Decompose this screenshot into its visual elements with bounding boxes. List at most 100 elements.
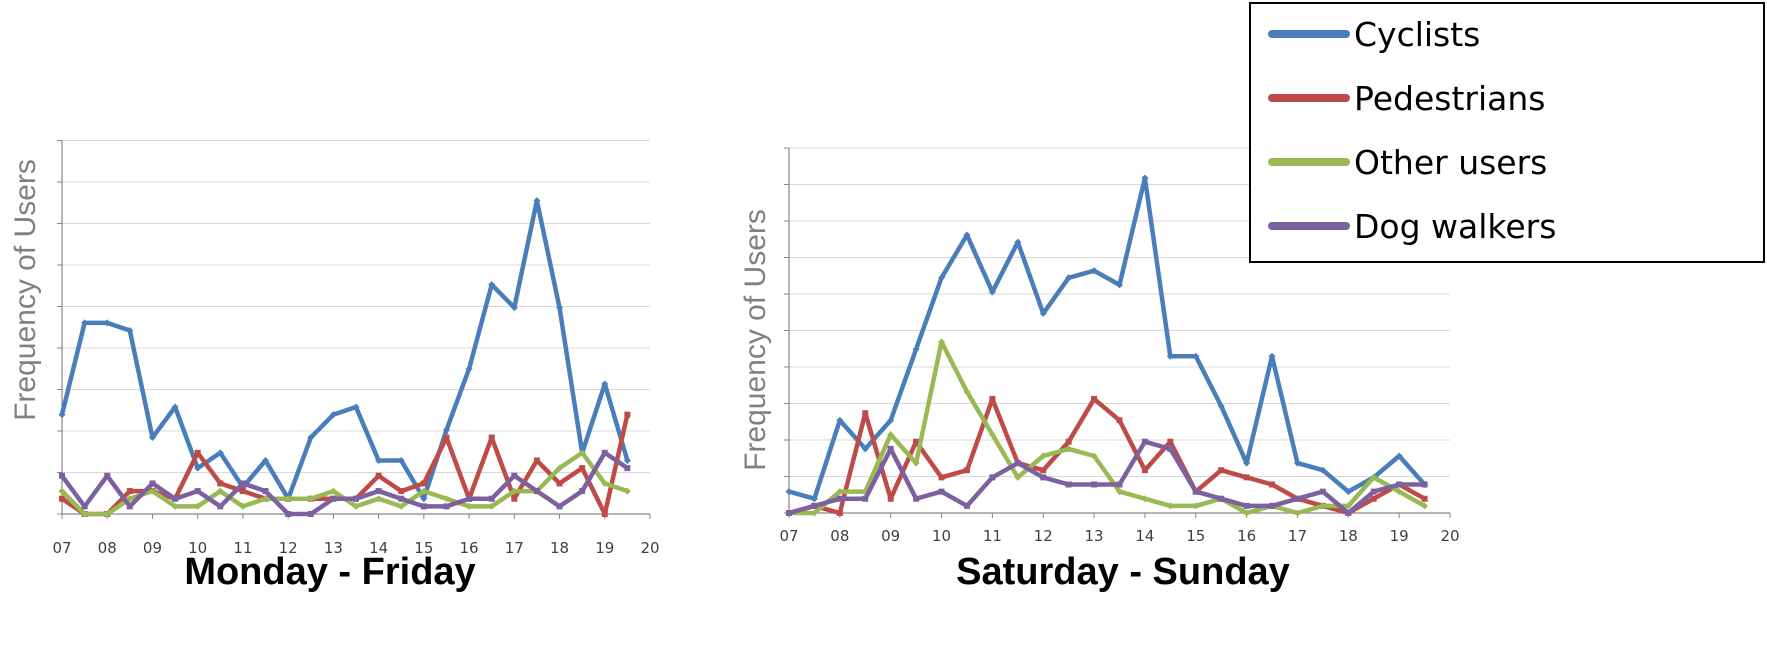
left-point-pedestrians	[489, 435, 495, 441]
right-point-dog-walkers	[1244, 503, 1250, 509]
right-x-tick-label-18: 18	[1339, 527, 1358, 545]
left-point-dog-walkers	[82, 503, 88, 509]
right-x-tick-label-16: 16	[1237, 527, 1256, 545]
right-point-dog-walkers	[989, 474, 995, 480]
left-point-dog-walkers	[217, 503, 223, 509]
left-x-tick-label-18: 18	[550, 539, 569, 557]
right-x-tick-label-13: 13	[1085, 527, 1104, 545]
right-point-pedestrians	[1269, 481, 1275, 487]
right-point-pedestrians	[1422, 496, 1428, 502]
right-point-dog-walkers	[1193, 489, 1199, 495]
right-point-dog-walkers	[837, 496, 843, 502]
left-point-dog-walkers	[443, 503, 449, 509]
left-point-dog-walkers	[127, 503, 133, 509]
left-x-tick-label-19: 19	[595, 539, 614, 557]
left-point-dog-walkers	[534, 488, 540, 494]
legend-label-other-users: Other users	[1354, 143, 1547, 182]
right-point-dog-walkers	[862, 496, 868, 502]
left-point-dog-walkers	[421, 503, 427, 509]
right-point-pedestrians	[1371, 496, 1377, 502]
left-point-pedestrians	[398, 488, 404, 494]
right-point-dog-walkers	[811, 503, 817, 509]
right-point-pedestrians	[1167, 439, 1173, 445]
right-point-dog-walkers	[1345, 510, 1351, 516]
legend-label-cyclists: Cyclists	[1354, 15, 1480, 54]
right-x-tick-label-14: 14	[1135, 527, 1154, 545]
right-x-tick-label-20: 20	[1440, 527, 1459, 545]
left-y-axis-label: Frequency of Users	[9, 159, 42, 421]
left-point-dog-walkers	[511, 473, 517, 479]
left-point-dog-walkers	[466, 496, 472, 502]
left-point-pedestrians	[557, 480, 563, 486]
right-point-dog-walkers	[913, 496, 919, 502]
right-point-pedestrians	[964, 467, 970, 473]
left-point-dog-walkers	[398, 496, 404, 502]
right-point-dog-walkers	[1040, 474, 1046, 480]
legend-label-dog-walkers: Dog walkers	[1354, 207, 1556, 246]
left-point-dog-walkers	[557, 503, 563, 509]
left-point-dog-walkers	[195, 488, 201, 494]
right-point-pedestrians	[1218, 467, 1224, 473]
left-point-dog-walkers	[330, 496, 336, 502]
left-point-dog-walkers	[579, 488, 585, 494]
left-point-dog-walkers	[59, 473, 65, 479]
left-point-dog-walkers	[308, 511, 314, 517]
left-series-other-users	[59, 449, 631, 517]
left-point-dog-walkers	[376, 488, 382, 494]
left-point-dog-walkers	[602, 450, 608, 456]
left-point-pedestrians	[624, 412, 630, 418]
left-point-dog-walkers	[104, 473, 110, 479]
right-point-pedestrians	[1244, 474, 1250, 480]
left-line-cyclists	[62, 201, 627, 499]
right-point-dog-walkers	[1091, 481, 1097, 487]
right-point-pedestrians	[888, 496, 894, 502]
left-point-dog-walkers	[172, 496, 178, 502]
legend-label-pedestrians: Pedestrians	[1354, 79, 1545, 118]
right-point-dog-walkers	[1066, 481, 1072, 487]
left-x-tick-label-20: 20	[640, 539, 659, 557]
left-chart-title: Monday - Friday	[184, 551, 475, 593]
right-point-dog-walkers	[1218, 496, 1224, 502]
left-x-tick-label-17: 17	[505, 539, 524, 557]
right-point-pedestrians	[1117, 417, 1123, 423]
left-point-dog-walkers	[263, 488, 269, 494]
right-point-dog-walkers	[1015, 460, 1021, 466]
right-point-dog-walkers	[1396, 481, 1402, 487]
left-point-dog-walkers	[285, 511, 291, 517]
right-x-tick-label-19: 19	[1390, 527, 1409, 545]
right-point-dog-walkers	[786, 510, 792, 516]
left-x-tick-label-08: 08	[98, 539, 117, 557]
left-point-pedestrians	[421, 480, 427, 486]
right-x-tick-label-09: 09	[881, 527, 900, 545]
right-point-dog-walkers	[1142, 439, 1148, 445]
left-point-pedestrians	[59, 496, 65, 502]
right-point-pedestrians	[1066, 439, 1072, 445]
right-point-dog-walkers	[1371, 489, 1377, 495]
left-x-tick-label-16: 16	[460, 539, 479, 557]
left-point-dog-walkers	[353, 496, 359, 502]
legend: Cyclists Pedestrians Other users Dog walker…	[1250, 3, 1764, 262]
right-x-tick-label-15: 15	[1186, 527, 1205, 545]
right-x-tick-label-17: 17	[1288, 527, 1307, 545]
left-line-other-users	[62, 453, 627, 514]
left-x-tick-label-11: 11	[233, 539, 252, 557]
left-point-pedestrians	[127, 488, 133, 494]
left-point-pedestrians	[534, 457, 540, 463]
right-point-dog-walkers	[888, 446, 894, 452]
right-y-axis-label: Frequency of Users	[739, 209, 772, 471]
left-point-pedestrians	[443, 435, 449, 441]
left-x-tick-label-10: 10	[188, 539, 207, 557]
left-point-pedestrians	[217, 480, 223, 486]
right-point-dog-walkers	[939, 489, 945, 495]
left-point-dog-walkers	[624, 465, 630, 471]
left-x-tick-label-12: 12	[279, 539, 298, 557]
left-point-pedestrians	[579, 465, 585, 471]
right-x-tick-label-12: 12	[1034, 527, 1053, 545]
right-point-dog-walkers	[1422, 481, 1428, 487]
left-x-tick-label-15: 15	[414, 539, 433, 557]
right-point-dog-walkers	[1294, 496, 1300, 502]
right-point-pedestrians	[1142, 467, 1148, 473]
left-series-cyclists	[59, 197, 631, 502]
right-chart-title: Saturday - Sunday	[956, 551, 1290, 593]
